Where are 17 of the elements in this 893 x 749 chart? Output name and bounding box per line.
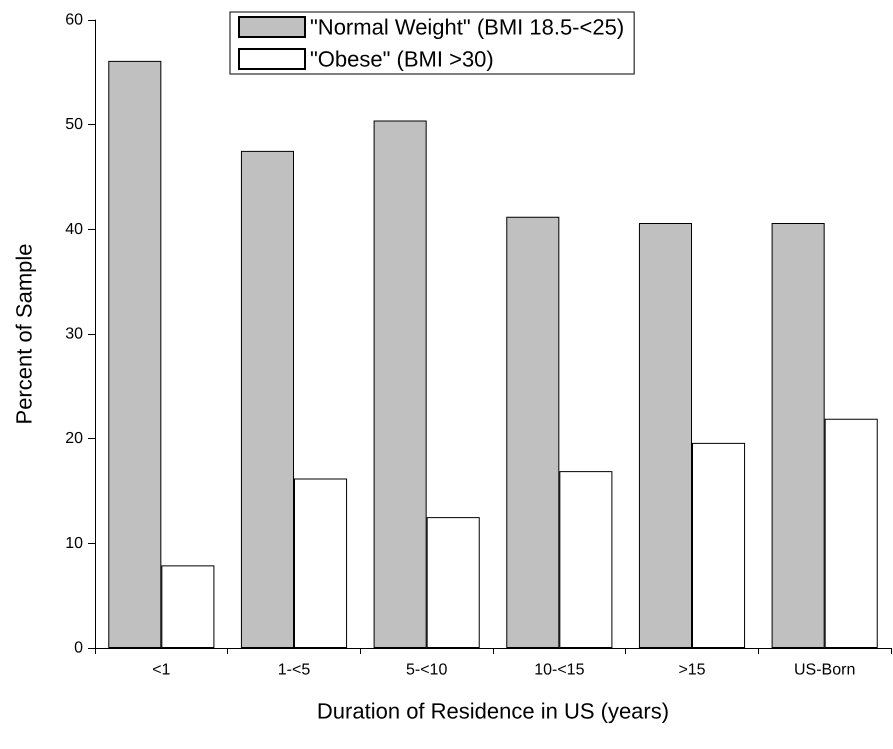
y-axis-title: Percent of Sample bbox=[12, 244, 36, 424]
x-tick-label: 5-<10 bbox=[406, 662, 448, 678]
y-tick-label: 20 bbox=[65, 430, 84, 448]
y-tick-label: 0 bbox=[74, 640, 84, 656]
x-tick-label: <1 bbox=[152, 662, 171, 678]
x-tick-label: 1-<5 bbox=[278, 662, 310, 678]
x-tick-label: >15 bbox=[678, 662, 706, 678]
y-tick-label: 30 bbox=[65, 326, 84, 342]
y-tick-label: 40 bbox=[65, 220, 84, 238]
legend-label: "Normal Weight" (BMI 18.5-<25) bbox=[310, 14, 624, 40]
y-tick-label: 50 bbox=[65, 116, 84, 134]
x-axis-title: Duration of Residence in US (years) bbox=[316, 698, 670, 724]
legend-label: "Obese" (BMI >30) bbox=[310, 46, 494, 72]
x-tick-label: 10-<15 bbox=[534, 662, 585, 678]
y-tick-label: 60 bbox=[65, 12, 84, 28]
y-tick-label: 10 bbox=[65, 534, 84, 552]
x-tick-label: US-Born bbox=[794, 662, 856, 678]
